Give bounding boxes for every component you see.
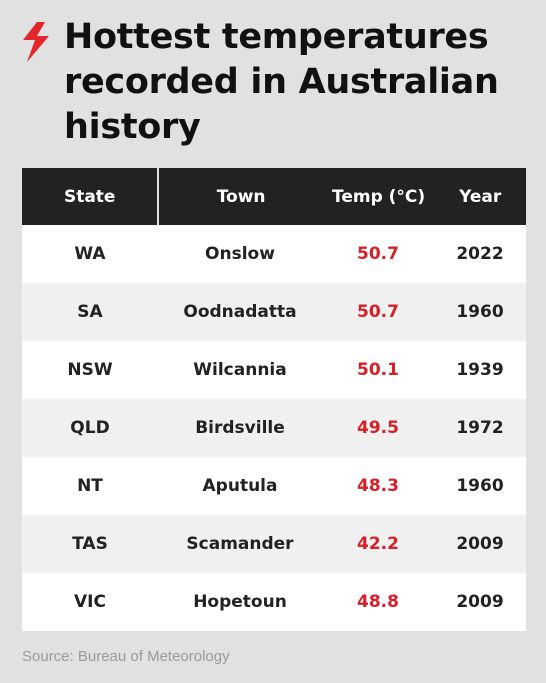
cell-year: 1960 <box>456 476 504 496</box>
cell-town: Onslow <box>205 244 275 264</box>
table-row: NSW Wilcannia 50.1 1939 <box>22 341 526 399</box>
cell-year: 2022 <box>456 244 504 264</box>
cell-state: WA <box>74 244 106 264</box>
cell-temp: 48.8 <box>357 592 399 612</box>
cell-year: 2009 <box>456 592 504 612</box>
table-row: SA Oodnadatta 50.7 1960 <box>22 283 526 341</box>
column-header-year: Year <box>459 186 502 207</box>
cell-state: QLD <box>70 418 110 438</box>
temperature-table: State Town Temp (°C) Year WA Onslow 50.7… <box>22 168 526 631</box>
cell-temp: 50.7 <box>357 244 399 264</box>
cell-state: NT <box>77 476 103 496</box>
table-row: VIC Hopetoun 48.8 2009 <box>22 573 526 631</box>
cell-temp: 50.7 <box>357 302 399 322</box>
cell-temp: 48.3 <box>357 476 399 496</box>
cell-town: Oodnadatta <box>183 302 297 322</box>
column-header-temp: Temp (°C) <box>331 186 426 207</box>
cell-state: SA <box>77 302 103 322</box>
page-title: Hottest temperatures recorded in Austral… <box>64 17 499 147</box>
column-header-town: Town <box>216 186 266 207</box>
cell-town: Scamander <box>186 534 294 554</box>
cell-town: Wilcannia <box>193 360 287 380</box>
table-row: WA Onslow 50.7 2022 <box>22 225 526 283</box>
cell-state: NSW <box>67 360 113 380</box>
table-header: State Town Temp (°C) Year <box>22 168 526 225</box>
cell-state: TAS <box>72 534 108 554</box>
cell-state: VIC <box>74 592 106 612</box>
table-row: QLD Birdsville 49.5 1972 <box>22 399 526 457</box>
sbs-logo-icon <box>23 22 49 62</box>
cell-town: Aputula <box>202 476 278 496</box>
table-row: TAS Scamander 42.2 2009 <box>22 515 526 573</box>
cell-temp: 42.2 <box>357 534 399 554</box>
cell-town: Birdsville <box>195 418 285 438</box>
cell-year: 1960 <box>456 302 504 322</box>
cell-year: 1939 <box>456 360 504 380</box>
cell-year: 1972 <box>456 418 504 438</box>
table-row: NT Aputula 48.3 1960 <box>22 457 526 515</box>
cell-temp: 49.5 <box>357 418 399 438</box>
cell-temp: 50.1 <box>357 360 399 380</box>
column-header-state: State <box>22 168 160 225</box>
source-note: Source: Bureau of Meteorology <box>22 648 230 665</box>
cell-town: Hopetoun <box>193 592 287 612</box>
cell-year: 2009 <box>456 534 504 554</box>
